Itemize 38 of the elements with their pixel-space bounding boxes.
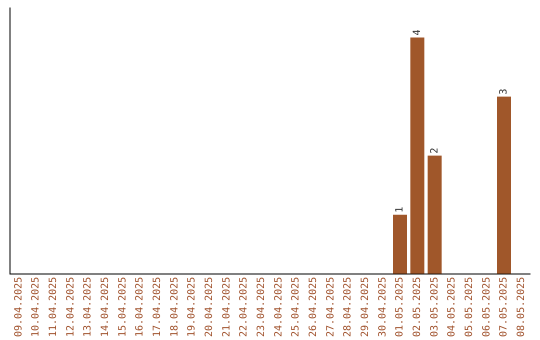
bar [393,214,407,274]
x-tick-label: 09.04.2025 [13,276,24,338]
x-tick-label: 18.04.2025 [169,276,180,338]
x-tick-label: 25.04.2025 [290,276,302,338]
x-tick-label: 08.05.2025 [516,276,527,338]
x-tick-label: 23.04.2025 [256,276,267,338]
data-label: 3 [498,88,510,95]
x-tick-label: 12.04.2025 [65,276,76,338]
x-tick-label: 28.04.2025 [342,276,354,338]
x-tick-label: 10.04.2025 [30,276,42,338]
x-tick-label: 16.04.2025 [134,276,146,338]
x-tick-label: 01.05.2025 [394,276,406,338]
x-tick-label: 02.05.2025 [412,276,423,338]
x-tick-label: 04.05.2025 [446,276,458,338]
data-label: 2 [429,148,440,154]
x-tick-label: 30.04.2025 [377,276,388,338]
x-tick-label: 07.05.2025 [498,276,510,338]
bar [428,156,442,274]
x-tick-label: 29.04.2025 [360,276,371,338]
x-tick-label: 20.04.2025 [204,276,215,338]
data-label: 1 [394,206,406,213]
x-tick-label: 17.04.2025 [152,276,163,338]
data-label: 4 [412,30,423,36]
x-tick-label: 11.04.2025 [48,276,59,338]
x-tick-label: 13.04.2025 [82,276,94,338]
bar [410,38,424,274]
x-tick-label: 03.05.2025 [429,276,440,338]
bar [497,96,511,274]
x-tick-label: 05.05.2025 [464,276,475,338]
x-tick-label: 24.04.2025 [273,276,284,338]
x-tick-label: 22.04.2025 [238,276,250,338]
x-tick-label: 14.04.2025 [100,276,111,338]
x-tick-label: 06.05.2025 [481,276,492,338]
x-tick-label: 21.04.2025 [221,276,232,338]
x-tick-label: 19.04.2025 [186,276,198,338]
x-tick-label: 26.04.2025 [308,276,319,338]
x-tick-label: 27.04.2025 [325,276,336,338]
x-tick-label: 15.04.2025 [117,276,128,338]
